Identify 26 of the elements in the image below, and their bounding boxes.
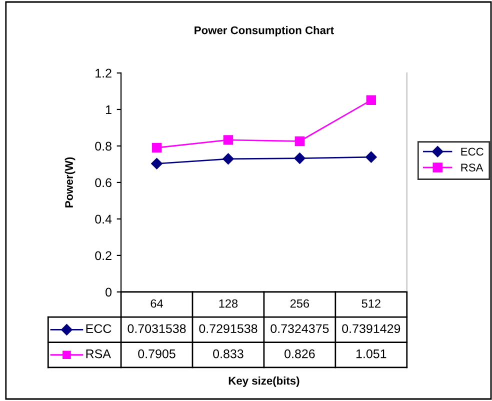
- text: RSA: [86, 349, 111, 358]
- y-tick-label: 0.2: [95, 251, 112, 260]
- data-label: 0.7324375: [270, 324, 329, 334]
- legend-label: ECC: [461, 148, 484, 156]
- x-tick-label: 512: [362, 299, 380, 308]
- data-label: 0.7291538: [199, 324, 258, 334]
- y-tick-label: 0.4: [95, 214, 112, 224]
- x-tick-label: 256: [290, 299, 310, 308]
- data-label: 0.7905: [138, 349, 176, 358]
- text: Key size(bits): [228, 376, 300, 387]
- y-axis-title: Power(W): [64, 157, 76, 208]
- data-label: 0.7031538: [128, 324, 186, 334]
- legend-label: RSA: [461, 164, 484, 172]
- chart-title: Power Consumption Chart: [194, 26, 334, 36]
- y-tick-label: 0: [106, 288, 112, 297]
- y-tick-label: 0.6: [95, 178, 112, 188]
- data-label: 0.833: [213, 349, 244, 358]
- x-tick-label: 128: [219, 299, 238, 308]
- data-label: 0.826: [284, 349, 315, 358]
- x-tick-label: 64: [150, 299, 163, 308]
- data-label: 0.7391429: [342, 324, 400, 334]
- y-tick-label: 1: [106, 105, 112, 114]
- y-tick-label: 0.8: [95, 142, 112, 151]
- data-label: 1.051: [356, 349, 386, 358]
- text: ECC: [86, 324, 112, 334]
- y-tick-label: 1.2: [96, 68, 112, 78]
